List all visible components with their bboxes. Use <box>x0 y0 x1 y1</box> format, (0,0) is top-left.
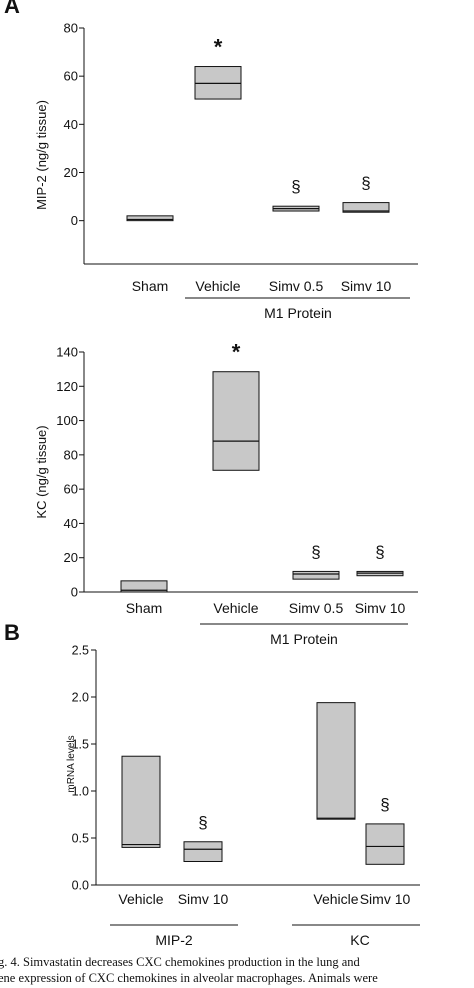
x-tick-label: Sham <box>126 600 163 616</box>
y-tick-label: 0.0 <box>72 879 89 893</box>
y-ticks: 0 20 40 60 80 <box>64 21 84 228</box>
x-tick-label: Sham <box>132 278 169 294</box>
box <box>194 66 242 100</box>
y-tick-label: 140 <box>56 345 78 360</box>
panel-label-b: B <box>4 620 20 645</box>
y-tick-label: 60 <box>64 69 78 84</box>
y-tick-label: 40 <box>64 516 78 531</box>
box <box>292 570 340 580</box>
significance-marker: § <box>380 795 389 814</box>
significance-marker: § <box>375 542 384 561</box>
significance-marker: § <box>361 174 370 193</box>
y-tick-label: 0.5 <box>72 832 89 846</box>
x-labels: Sham Vehicle Simv 0.5 Simv 10 <box>126 600 406 616</box>
y-tick-label: 0 <box>71 213 78 228</box>
x-labels: Vehicle Simv 10 Vehicle Simv 10 <box>118 891 410 907</box>
x-tick-label: Vehicle <box>313 891 358 907</box>
group-label-kc: KC <box>350 932 369 948</box>
x-tick-label: Vehicle <box>213 600 258 616</box>
y-axis-title: MIP-2 (ng/g tissue) <box>34 100 49 210</box>
group-label-mip2: MIP-2 <box>155 932 193 948</box>
box <box>316 702 356 820</box>
y-tick-label: 40 <box>64 117 78 132</box>
y-ticks: 0 20 40 60 80 100 120 140 <box>56 345 84 600</box>
y-tick-label: 60 <box>64 482 78 497</box>
x-tick-label: Simv 10 <box>360 891 411 907</box>
box <box>120 580 168 593</box>
significance-marker: * <box>214 35 223 60</box>
y-tick-label: 120 <box>56 379 78 394</box>
y-ticks: 0.0 0.5 1.0 1.5 2.0 2.5 <box>72 644 96 893</box>
x-tick-label: Simv 0.5 <box>289 600 344 616</box>
boxes: * § § <box>120 340 404 593</box>
x-tick-label: Simv 10 <box>355 600 406 616</box>
x-tick-label: Vehicle <box>118 891 163 907</box>
y-axis-title: mRNA levels <box>66 735 77 792</box>
y-tick-label: 100 <box>56 413 78 428</box>
box <box>365 823 405 865</box>
box <box>121 755 161 848</box>
caption-line-2: ene expression of CXC chemokines in alve… <box>0 971 378 985</box>
box <box>342 202 390 213</box>
x-tick-label: Simv 10 <box>341 278 392 294</box>
x-tick-label: Vehicle <box>195 278 240 294</box>
chart-mip2: MIP-2 (ng/g tissue) 0 20 40 60 80 * § § Sham Ve… <box>34 21 418 321</box>
chart-mrna: mRNA levels 0.00.51.01.52.02.5 §§ Vehicl… <box>66 644 420 948</box>
panel-label-a: A <box>4 0 20 18</box>
y-tick-label: 2.5 <box>72 644 89 658</box>
x-labels: Sham Vehicle Simv 0.5 Simv 10 <box>132 278 392 294</box>
group-label: M1 Protein <box>270 631 338 647</box>
box <box>126 215 174 222</box>
y-tick-label: 1.5 <box>72 738 89 752</box>
y-tick-label: 0 <box>71 585 78 600</box>
y-tick-label: 20 <box>64 165 78 180</box>
significance-marker: § <box>291 177 300 196</box>
box <box>183 841 223 863</box>
y-tick-label: 2.0 <box>72 691 89 705</box>
significance-marker: § <box>311 542 320 561</box>
x-tick-label: Simv 10 <box>178 891 229 907</box>
boxes: §§ <box>121 702 405 865</box>
y-axis-title: KC (ng/g tissue) <box>34 425 49 518</box>
y-tick-label: 1.0 <box>72 785 89 799</box>
y-tick-label: 20 <box>64 550 78 565</box>
group-label: M1 Protein <box>264 305 332 321</box>
y-tick-label: 80 <box>64 21 78 36</box>
boxes: * § § <box>126 35 390 222</box>
significance-marker: * <box>232 340 241 365</box>
significance-marker: § <box>198 813 207 832</box>
caption-line-1: g. 4. Simvastatin decreases CXC chemokin… <box>0 955 360 969</box>
box <box>212 371 260 471</box>
y-tick-label: 80 <box>64 447 78 462</box>
x-tick-label: Simv 0.5 <box>269 278 324 294</box>
